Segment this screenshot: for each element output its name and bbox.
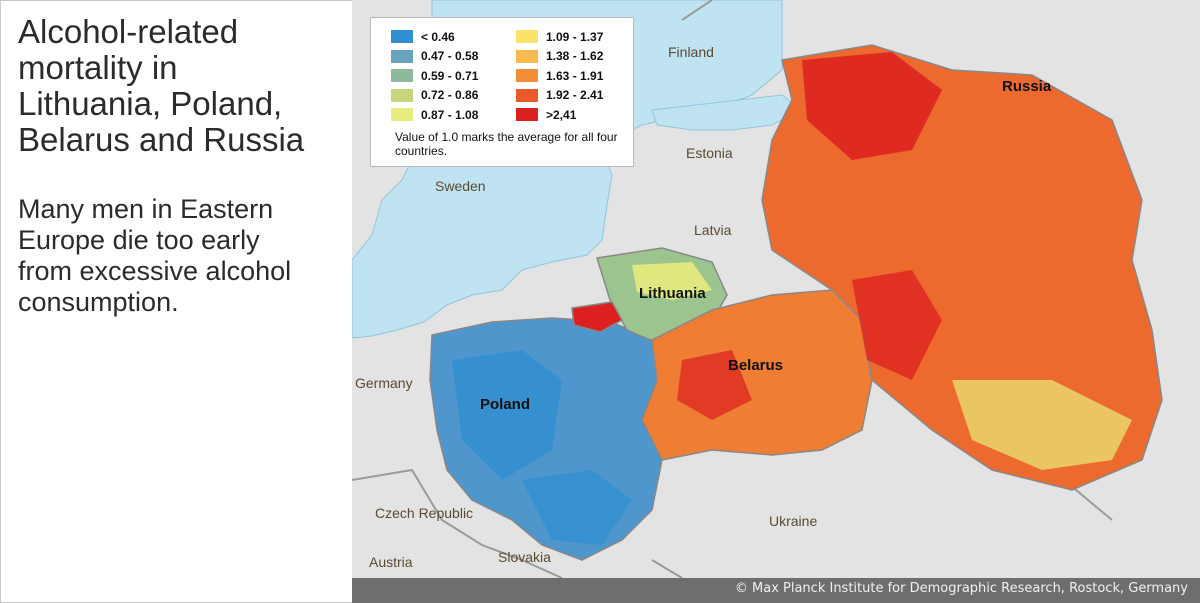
- russia-red-north: [802, 52, 942, 160]
- legend-item: 0.59 - 0.71: [391, 66, 478, 86]
- legend-column-high: 1.09 - 1.37 1.38 - 1.62 1.63 - 1.91 1.92 - …: [516, 27, 603, 125]
- russia-red-core: [852, 270, 942, 380]
- legend-label: < 0.46: [421, 29, 455, 44]
- label-latvia: Latvia: [694, 222, 732, 238]
- label-belarus: Belarus: [728, 357, 784, 374]
- label-czech-republic: Czech Republic: [375, 505, 474, 521]
- legend-item: 1.63 - 1.91: [516, 66, 603, 86]
- map-panel: Finland Russia Estonia Sweden Latvia Lit…: [352, 0, 1200, 578]
- legend-label: 0.87 - 1.08: [421, 107, 479, 122]
- text-panel: Alcohol-related mortality in Lithuania, …: [18, 14, 343, 318]
- legend-item: 0.47 - 0.58: [391, 47, 478, 67]
- legend-label: 0.59 - 0.71: [421, 68, 479, 83]
- label-poland: Poland: [480, 396, 531, 413]
- legend-label: 0.72 - 0.86: [421, 88, 479, 103]
- legend-swatch: [516, 108, 538, 122]
- legend-item: 1.92 - 2.41: [516, 86, 603, 106]
- legend-swatch: [516, 88, 538, 102]
- region-belarus: [641, 289, 873, 461]
- legend-swatch: [391, 69, 413, 83]
- label-estonia: Estonia: [686, 145, 733, 161]
- legend-swatch: [391, 30, 413, 44]
- copyright-text: © Max Planck Institute for Demographic R…: [734, 581, 1188, 596]
- lithuania-yellow: [632, 262, 712, 300]
- legend-swatch: [516, 30, 538, 44]
- legend-label: 1.92 - 2.41: [546, 88, 604, 103]
- label-sweden: Sweden: [435, 178, 486, 194]
- legend-swatch: [516, 69, 538, 83]
- poland-dark-blue: [452, 350, 562, 480]
- legend-item: 0.87 - 1.08: [391, 105, 478, 125]
- legend-item: >2,41: [516, 105, 603, 125]
- legend-item: 0.72 - 0.86: [391, 86, 478, 106]
- legend-label: 1.38 - 1.62: [546, 49, 604, 64]
- label-russia: Russia: [1002, 78, 1052, 95]
- legend-item: 1.38 - 1.62: [516, 47, 603, 67]
- legend-item: 1.09 - 1.37: [516, 27, 603, 47]
- legend-note: Value of 1.0 marks the average for all f…: [395, 130, 618, 158]
- label-lithuania: Lithuania: [639, 285, 706, 302]
- map-legend: < 0.46 0.47 - 0.58 0.59 - 0.71 0.72 - 0.86 0…: [370, 17, 634, 167]
- legend-label: 1.63 - 1.91: [546, 68, 604, 83]
- border-lines: [352, 0, 1113, 578]
- subtitle: Many men in Eastern Europe die too early…: [18, 194, 292, 317]
- label-germany: Germany: [355, 375, 413, 391]
- label-slovakia: Slovakia: [498, 549, 551, 565]
- legend-item: < 0.46: [391, 27, 478, 47]
- gulf-of-finland: [651, 94, 803, 131]
- legend-swatch: [391, 108, 413, 122]
- belarus-red-west: [677, 350, 752, 420]
- legend-swatch: [391, 49, 413, 63]
- region-kaliningrad: [571, 301, 624, 333]
- legend-label: >2,41: [546, 107, 577, 122]
- page-title: Alcohol-related mortality in Lithuania, …: [18, 13, 305, 158]
- poland-south-blue: [522, 470, 632, 545]
- label-finland: Finland: [668, 44, 714, 60]
- legend-swatch: [516, 49, 538, 63]
- legend-swatch: [391, 88, 413, 102]
- label-ukraine: Ukraine: [769, 513, 818, 529]
- label-austria: Austria: [369, 554, 413, 570]
- footer-bar: © Max Planck Institute for Demographic R…: [352, 578, 1200, 603]
- legend-label: 1.09 - 1.37: [546, 29, 604, 44]
- legend-label: 0.47 - 0.58: [421, 49, 479, 64]
- legend-column-low: < 0.46 0.47 - 0.58 0.59 - 0.71 0.72 - 0.86 0…: [391, 27, 478, 125]
- russia-yellow-south: [952, 380, 1132, 470]
